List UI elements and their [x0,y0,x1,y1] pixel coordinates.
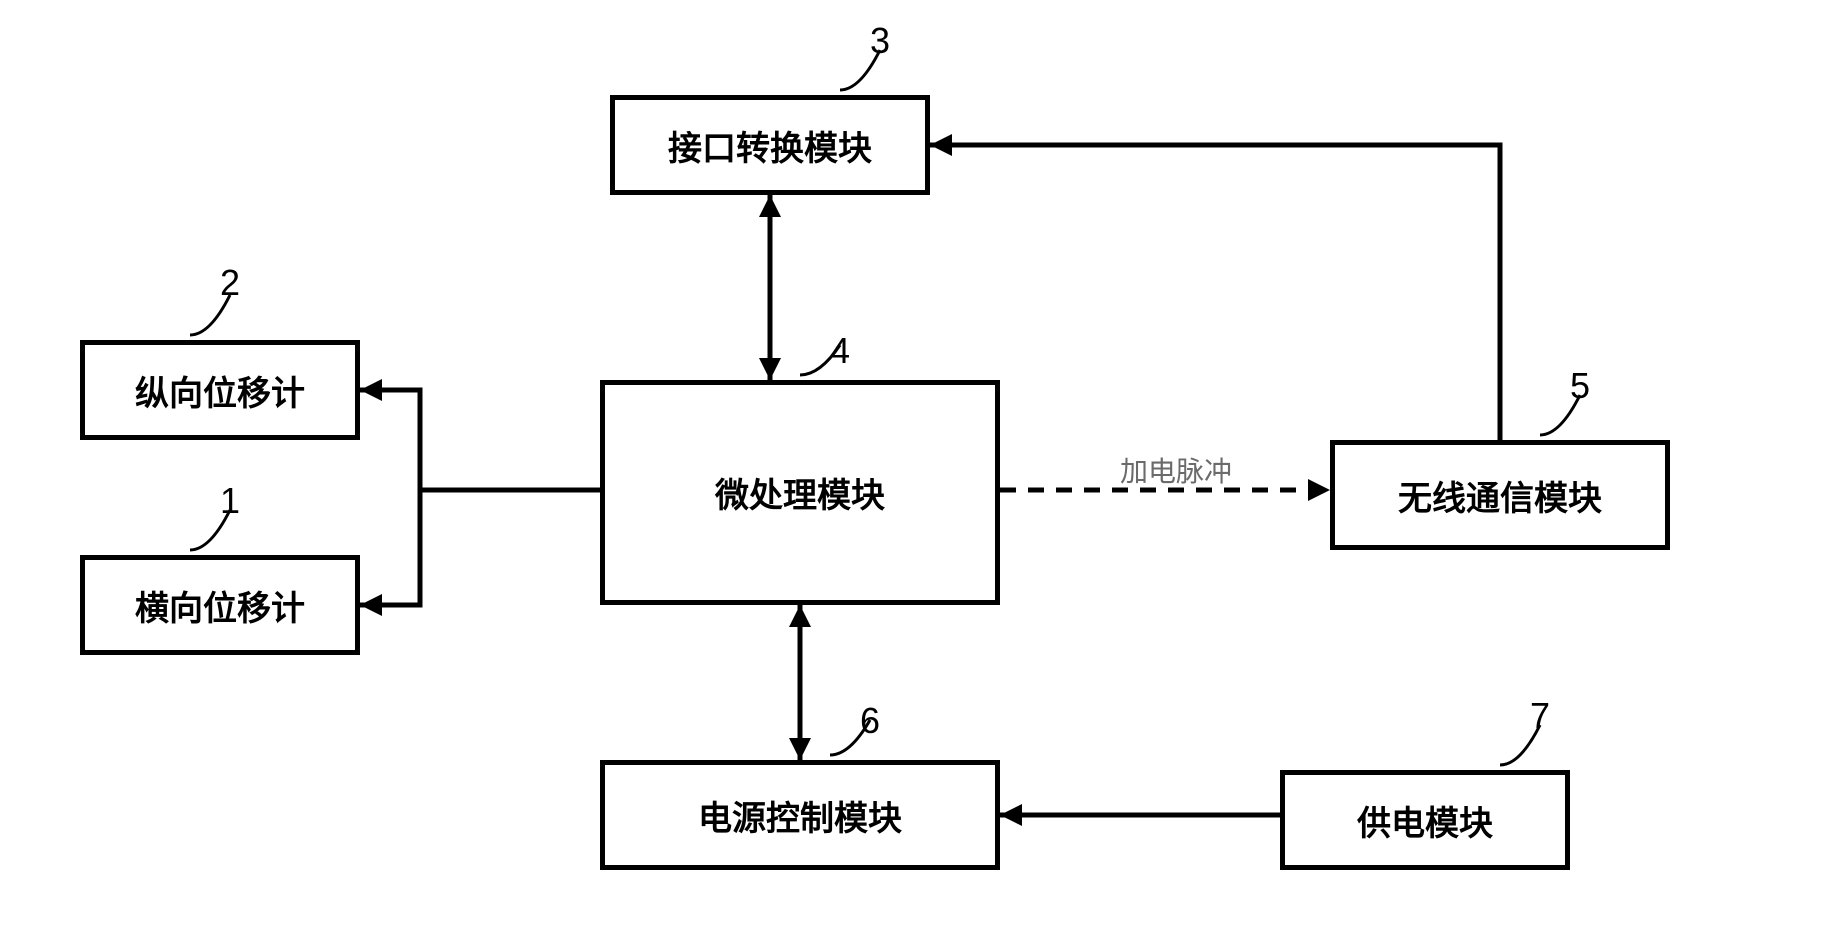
edge-e_n4_n5-arrow-end [1308,479,1330,501]
node-n5-label: 无线通信模块 [1398,471,1602,520]
node-n3-ref: 3 [870,20,890,62]
edge-e_n5_n3 [930,145,1500,440]
edge-e_n4_n6-arrow-end [789,738,811,760]
node-n7-label: 供电模块 [1357,796,1493,845]
edge-e_n4_n5-label: 加电脉冲 [1120,450,1232,490]
edge-e_n4_n6-arrow-start [789,605,811,627]
node-n7-ref: 7 [1530,695,1550,737]
edge-e_n3_n4-arrow-start [759,195,781,217]
node-n2-label: 纵向位移计 [135,366,305,415]
edge-e_n4_sensors_b-arrow-end [360,594,382,616]
node-n4: 微处理模块 [600,380,1000,605]
node-n1-label: 横向位移计 [135,581,305,630]
node-n1: 横向位移计 [80,555,360,655]
diagram-canvas: 横向位移计 1 纵向位移计 2 接口转换模块 3 微处理模块 4 无线通信模块 5 电源控制模块 6 供… [0,0,1832,925]
node-n2-ref: 2 [220,262,240,304]
edge-e_n7_n6-arrow-end [1000,804,1022,826]
node-n3-label: 接口转换模块 [668,121,872,170]
edge-e_n4_sensors [360,390,600,490]
node-n5: 无线通信模块 [1330,440,1670,550]
node-n2: 纵向位移计 [80,340,360,440]
node-n5-ref: 5 [1570,365,1590,407]
node-n4-label: 微处理模块 [715,468,885,517]
node-n7: 供电模块 [1280,770,1570,870]
node-n6-label: 电源控制模块 [698,791,902,840]
node-n6-ref: 6 [860,700,880,742]
node-n3: 接口转换模块 [610,95,930,195]
node-n1-ref: 1 [220,480,240,522]
edge-e_n4_sensors-arrow-end [360,379,382,401]
node-n6: 电源控制模块 [600,760,1000,870]
edge-e_n4_sensors_b [360,490,420,605]
edge-e_n3_n4-arrow-end [759,358,781,380]
node-n4-ref: 4 [830,330,850,372]
edge-e_n5_n3-arrow-end [930,134,952,156]
